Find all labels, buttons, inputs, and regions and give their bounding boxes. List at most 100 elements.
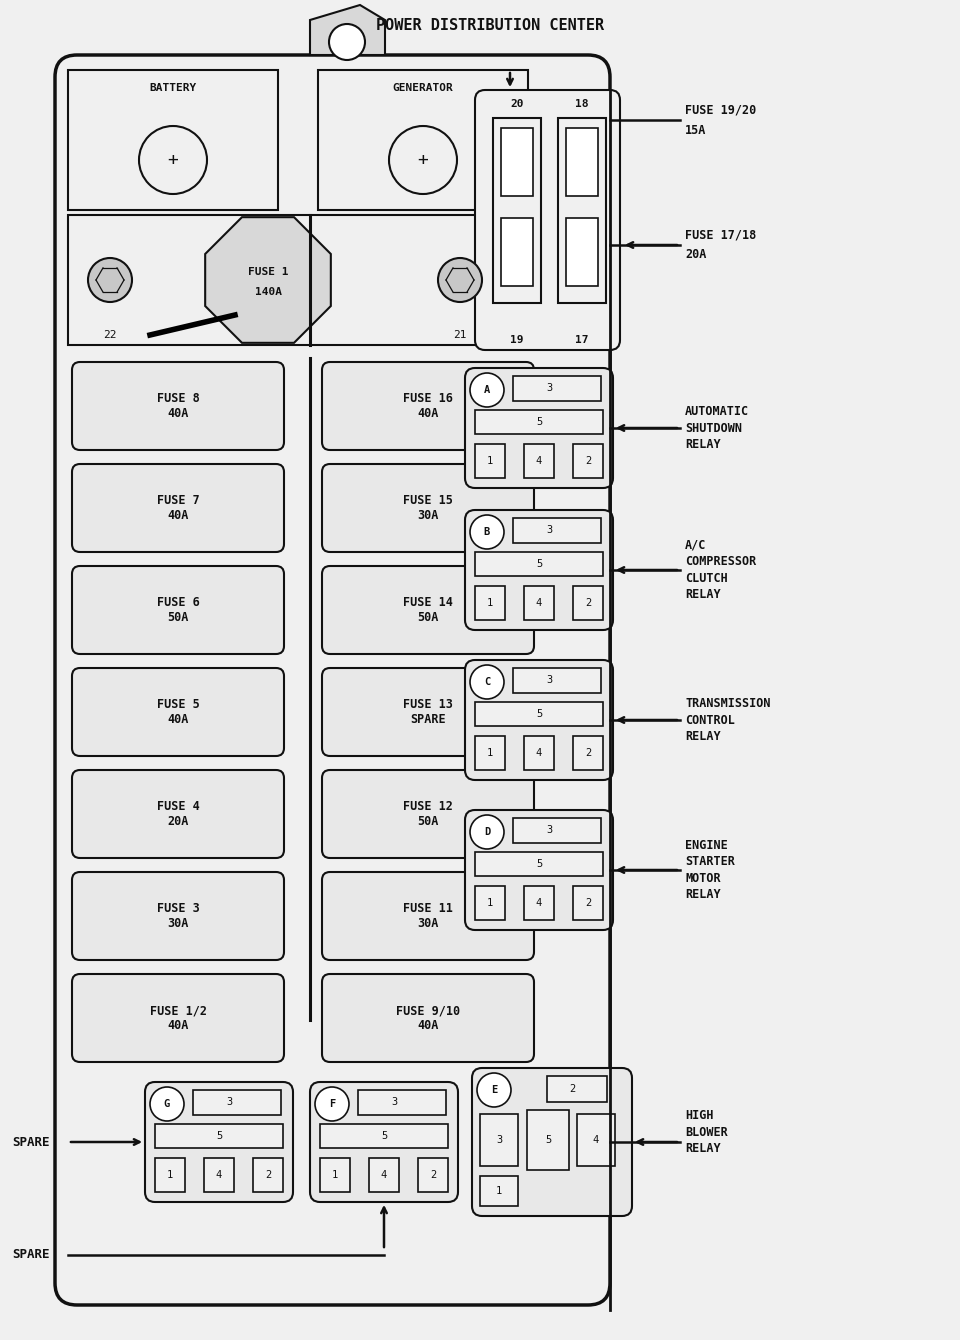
Text: 3: 3 — [546, 383, 552, 393]
Text: FUSE 19/20: FUSE 19/20 — [685, 103, 756, 117]
Text: F: F — [329, 1099, 335, 1110]
FancyBboxPatch shape — [322, 362, 534, 450]
Text: FUSE 7
40A: FUSE 7 40A — [156, 494, 200, 523]
Bar — [566, 129, 598, 196]
Text: 5: 5 — [545, 1135, 551, 1144]
FancyBboxPatch shape — [72, 362, 284, 450]
Bar — [524, 886, 554, 921]
Text: D: D — [484, 827, 491, 838]
Bar — [573, 444, 603, 478]
Bar — [475, 886, 505, 921]
Bar — [68, 70, 278, 210]
Text: 4: 4 — [536, 456, 542, 466]
FancyBboxPatch shape — [55, 55, 610, 1305]
Bar — [480, 1177, 518, 1206]
Text: 5: 5 — [536, 709, 542, 720]
Bar — [193, 1089, 281, 1115]
FancyBboxPatch shape — [72, 464, 284, 552]
Bar — [524, 586, 554, 620]
FancyBboxPatch shape — [322, 974, 534, 1063]
FancyBboxPatch shape — [72, 872, 284, 959]
Text: FUSE 1: FUSE 1 — [248, 267, 288, 277]
Polygon shape — [205, 217, 331, 343]
Text: 1: 1 — [487, 898, 493, 909]
Text: 3: 3 — [496, 1135, 502, 1144]
Bar — [513, 817, 601, 843]
Bar — [573, 736, 603, 770]
Text: FUSE 14
50A: FUSE 14 50A — [403, 596, 453, 624]
Polygon shape — [310, 5, 385, 55]
Text: HIGH
BLOWER
RELAY: HIGH BLOWER RELAY — [685, 1110, 728, 1155]
Text: 3: 3 — [546, 825, 552, 835]
FancyBboxPatch shape — [322, 872, 534, 959]
Bar — [513, 669, 601, 693]
Bar — [68, 214, 528, 344]
Bar — [501, 218, 533, 285]
Bar — [573, 886, 603, 921]
Text: 5: 5 — [216, 1131, 222, 1140]
Text: GENERATOR: GENERATOR — [393, 83, 453, 92]
Bar — [253, 1158, 283, 1193]
Text: 2: 2 — [569, 1084, 575, 1093]
Text: 1: 1 — [487, 598, 493, 608]
Text: 21: 21 — [453, 330, 467, 340]
Text: FUSE 17/18: FUSE 17/18 — [685, 229, 756, 241]
Bar — [155, 1124, 283, 1148]
Circle shape — [438, 259, 482, 302]
Bar — [513, 377, 601, 401]
Text: A/C
COMPRESSOR
CLUTCH
RELAY: A/C COMPRESSOR CLUTCH RELAY — [685, 539, 756, 602]
Text: 1: 1 — [167, 1170, 173, 1181]
Bar — [475, 852, 603, 876]
Text: 5: 5 — [536, 859, 542, 870]
FancyBboxPatch shape — [310, 1081, 458, 1202]
Text: FUSE 3
30A: FUSE 3 30A — [156, 902, 200, 930]
Text: 2: 2 — [430, 1170, 436, 1181]
Bar — [573, 586, 603, 620]
Text: FUSE 9/10
40A: FUSE 9/10 40A — [396, 1004, 460, 1032]
FancyBboxPatch shape — [322, 565, 534, 654]
Bar — [547, 1076, 607, 1101]
Text: G: G — [164, 1099, 170, 1110]
Text: 2: 2 — [265, 1170, 271, 1181]
Text: 2: 2 — [585, 898, 591, 909]
Bar — [320, 1124, 448, 1148]
Text: SPARE: SPARE — [12, 1135, 50, 1148]
Text: 15A: 15A — [685, 123, 707, 137]
Text: 4: 4 — [536, 898, 542, 909]
Bar — [558, 118, 606, 303]
Text: AUTOMATIC
SHUTDOWN
RELAY: AUTOMATIC SHUTDOWN RELAY — [685, 405, 749, 452]
Text: 18: 18 — [575, 99, 588, 109]
Text: 20A: 20A — [685, 248, 707, 261]
FancyBboxPatch shape — [72, 669, 284, 756]
Text: 17: 17 — [575, 335, 588, 344]
Bar — [475, 552, 603, 576]
Bar — [524, 444, 554, 478]
Bar — [320, 1158, 350, 1193]
Text: FUSE 8
40A: FUSE 8 40A — [156, 393, 200, 419]
Bar — [475, 586, 505, 620]
Bar — [566, 218, 598, 285]
FancyBboxPatch shape — [72, 974, 284, 1063]
Text: 3: 3 — [226, 1097, 232, 1107]
FancyBboxPatch shape — [145, 1081, 293, 1202]
Text: 4: 4 — [536, 598, 542, 608]
Text: FUSE 1/2
40A: FUSE 1/2 40A — [150, 1004, 206, 1032]
Text: 4: 4 — [593, 1135, 599, 1144]
Text: 3: 3 — [546, 525, 552, 535]
Text: POWER DISTRIBUTION CENTER: POWER DISTRIBUTION CENTER — [376, 17, 604, 32]
Circle shape — [315, 1087, 349, 1122]
Text: 140A: 140A — [254, 287, 281, 297]
Circle shape — [88, 259, 132, 302]
Bar — [475, 702, 603, 726]
Circle shape — [477, 1073, 511, 1107]
Circle shape — [470, 665, 504, 699]
Text: 1: 1 — [487, 456, 493, 466]
Bar — [369, 1158, 399, 1193]
FancyBboxPatch shape — [475, 90, 620, 350]
FancyBboxPatch shape — [322, 464, 534, 552]
Text: C: C — [484, 677, 491, 687]
FancyBboxPatch shape — [72, 770, 284, 858]
Bar — [513, 519, 601, 543]
Bar — [480, 1114, 518, 1166]
Bar — [475, 736, 505, 770]
